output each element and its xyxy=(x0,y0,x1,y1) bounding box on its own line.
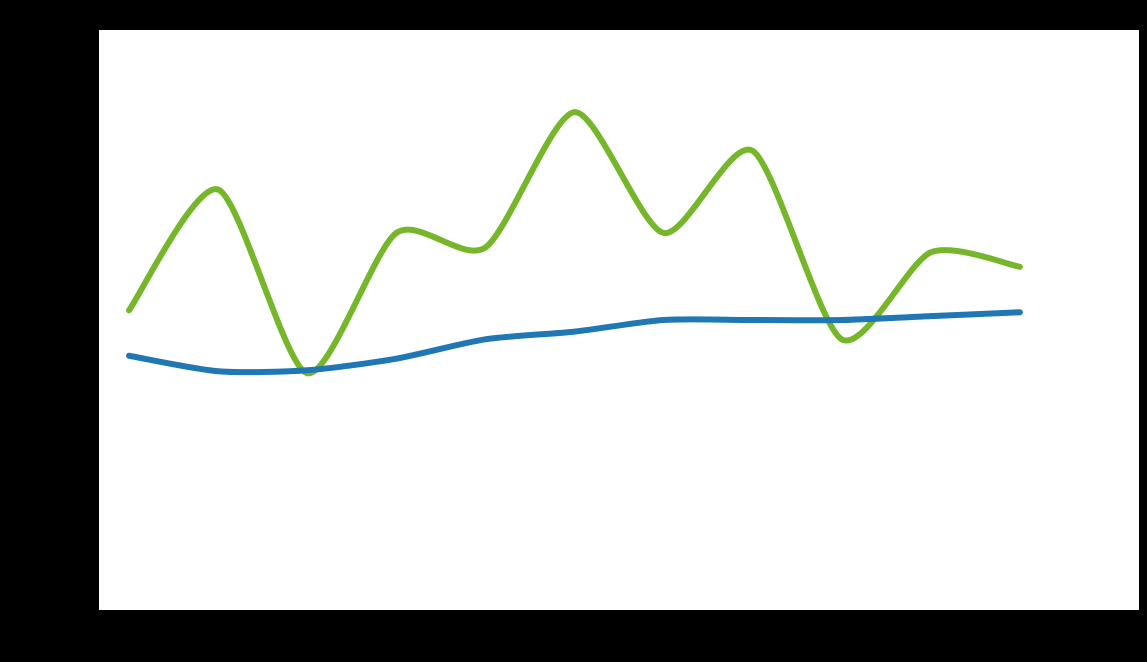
line-chart xyxy=(0,0,1147,662)
plot-area xyxy=(99,30,1139,610)
chart-container xyxy=(0,0,1147,662)
